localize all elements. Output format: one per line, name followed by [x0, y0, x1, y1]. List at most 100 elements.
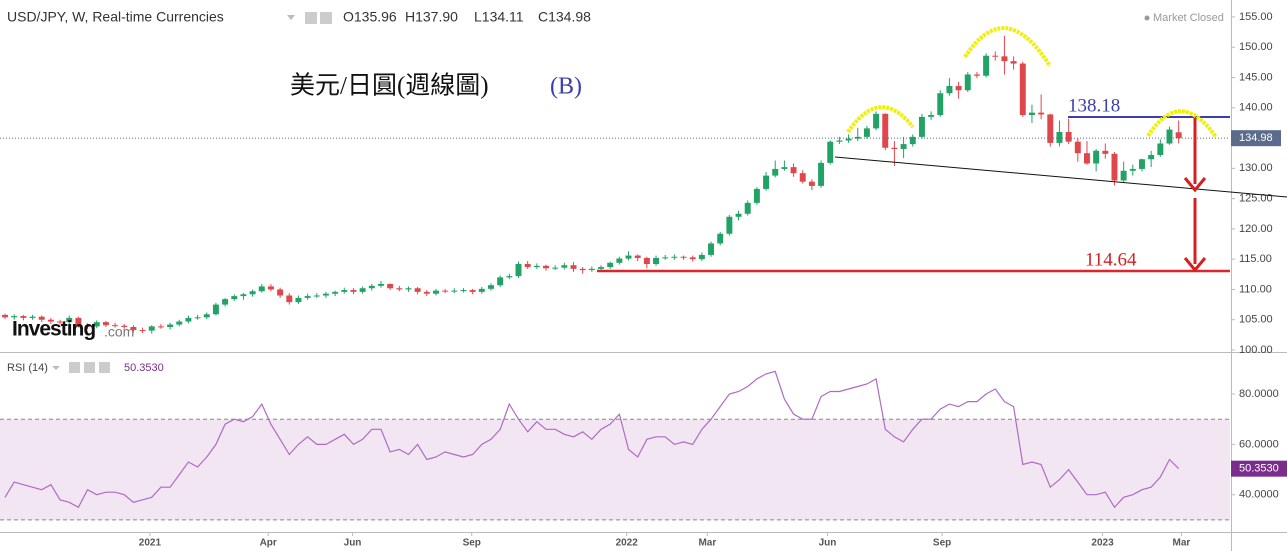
candle-body: [1093, 150, 1100, 164]
candle-body: [845, 138, 852, 141]
candle-body: [84, 325, 91, 327]
annotation-title: 美元/日圓(週線圖): [290, 72, 489, 100]
candle-body: [671, 256, 678, 258]
candle-body: [928, 115, 935, 117]
candle-body: [735, 213, 742, 217]
x-tick-label: Sep: [463, 538, 481, 549]
last-price-label: 134.98: [1239, 132, 1273, 144]
trend-line: [834, 156, 1287, 198]
candle-body: [497, 277, 504, 286]
candle-body: [1038, 112, 1045, 115]
candle-body: [552, 267, 559, 269]
eye-icon: [305, 12, 317, 24]
settings-icon: [320, 12, 332, 24]
y-tick-label: 105.00: [1239, 314, 1273, 326]
candle-body: [322, 293, 329, 296]
candle-body: [689, 257, 696, 260]
candle-body: [992, 55, 999, 57]
candle-body: [1129, 168, 1136, 171]
y-tick-label: 100.00: [1239, 344, 1273, 356]
candle-body: [983, 55, 990, 76]
candle-body: [414, 288, 421, 292]
settings-icon: [84, 362, 95, 373]
arrow-head: [1183, 257, 1207, 273]
y-tick-label: 110.00: [1239, 283, 1272, 295]
candle-body: [598, 267, 604, 269]
candle-body: [478, 288, 485, 292]
candle-body: [396, 288, 403, 290]
rsi-line: [4, 370, 1180, 509]
open-value: O135.96: [343, 9, 397, 25]
candle-body: [625, 255, 632, 259]
candle-body: [1019, 63, 1026, 116]
brand-logo: Investing: [12, 318, 95, 341]
candle-body: [634, 255, 641, 258]
x-tick-label: Apr: [260, 538, 277, 549]
candle-body: [909, 136, 916, 145]
candle-body: [653, 257, 660, 265]
candle-body: [643, 257, 650, 265]
candle-body: [451, 290, 458, 292]
candle-body: [973, 74, 980, 76]
candle-body: [1102, 150, 1109, 154]
candle-body: [460, 290, 467, 292]
y-tick-label: 140.00: [1239, 102, 1273, 114]
candle-body: [863, 128, 870, 137]
head-arc: [963, 26, 1052, 68]
candle-body: [946, 85, 953, 94]
candle-body: [607, 262, 614, 268]
candle-body: [341, 290, 348, 292]
arrow-head: [1183, 177, 1207, 193]
y-tick-label: 130.00: [1239, 162, 1273, 174]
rsi-band: [0, 419, 1230, 520]
eye-icon: [69, 362, 80, 373]
candle-body: [579, 268, 586, 271]
candle-body: [176, 321, 183, 325]
candle-body: [1047, 114, 1054, 143]
candle-body: [900, 144, 907, 149]
candle-body: [20, 316, 27, 318]
candle-body: [231, 296, 238, 300]
status-dot: [1144, 15, 1150, 21]
candle-body: [112, 325, 119, 327]
candle-body: [1175, 132, 1182, 139]
candle-body: [469, 290, 476, 292]
candle-body: [1028, 112, 1035, 116]
x-tick-label: Sep: [933, 538, 951, 549]
candle-body: [222, 299, 229, 305]
candle-body: [918, 116, 925, 137]
x-tick-label: Mar: [698, 538, 716, 549]
candle-body: [295, 297, 302, 303]
candle-body: [1148, 155, 1155, 160]
candle-body: [194, 317, 201, 319]
candle-body: [286, 295, 293, 303]
candle-body: [332, 291, 339, 294]
low-value: L134.11: [474, 9, 524, 25]
candle-body: [799, 173, 806, 182]
candle-body: [891, 147, 898, 149]
candle-body: [1157, 143, 1164, 156]
candle-body: [249, 291, 256, 295]
y-tick-label: 120.00: [1239, 223, 1273, 235]
candle-body: [662, 257, 669, 259]
candle-body: [854, 136, 861, 139]
y-tick-label: 155.00: [1239, 11, 1273, 23]
x-tick-label: Jun: [344, 538, 362, 549]
candle-body: [277, 289, 284, 296]
candle-body: [964, 74, 971, 91]
candle-body: [38, 316, 45, 320]
candle-body: [203, 314, 210, 318]
candle-body: [359, 288, 366, 292]
candle-body: [423, 291, 430, 294]
candle-body: [708, 243, 715, 255]
candle-body: [753, 188, 760, 203]
candle-body: [1001, 56, 1008, 62]
candle-body: [790, 167, 797, 174]
candle-body: [2, 314, 9, 318]
candle-body: [93, 322, 100, 327]
candle-body: [763, 175, 770, 189]
candle-body: [882, 113, 889, 148]
candle-body: [836, 140, 843, 142]
candle-body: [148, 326, 155, 331]
